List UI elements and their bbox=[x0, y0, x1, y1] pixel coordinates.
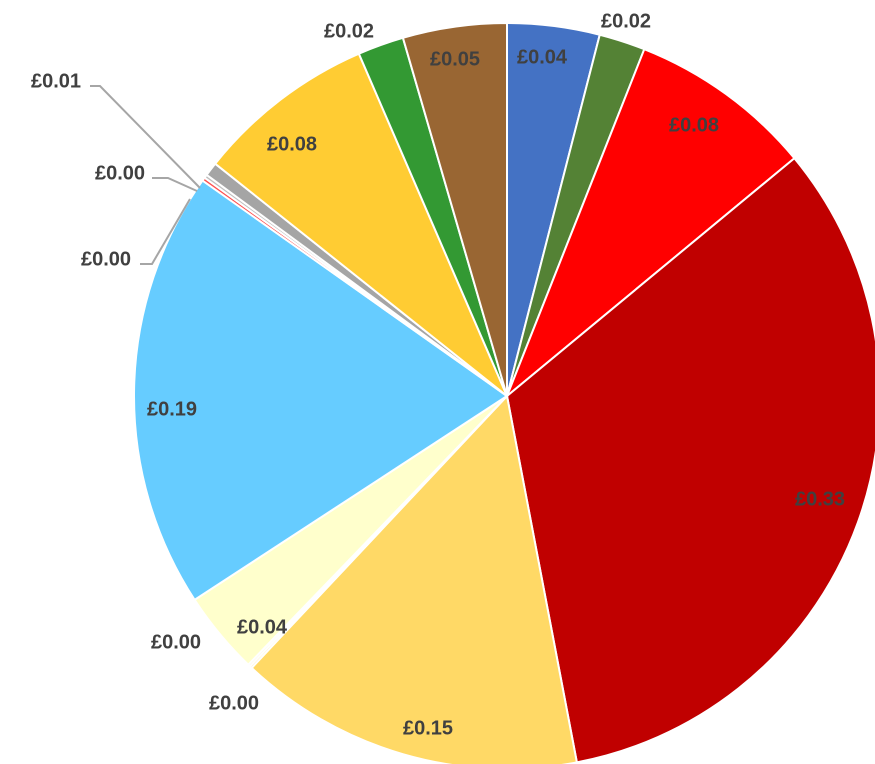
data-label: £0.08 bbox=[669, 114, 719, 136]
pie-slice bbox=[506, 47, 796, 397]
data-label: £0.04 bbox=[237, 616, 288, 638]
pie-slice bbox=[250, 393, 579, 764]
data-label: £0.00 bbox=[209, 692, 259, 714]
data-label: £0.02 bbox=[601, 10, 651, 32]
pie-slice bbox=[401, 21, 508, 397]
pie-slice bbox=[213, 52, 508, 397]
data-labels: £0.04 £0.02 £0.08 £0.33 £0.15 £0.00 £0.00 £0.04… bbox=[31, 10, 845, 739]
pie-slices bbox=[133, 21, 875, 764]
data-label: £0.15 bbox=[403, 717, 453, 739]
data-label: £0.08 bbox=[267, 133, 317, 155]
leader-lines bbox=[90, 85, 201, 265]
data-label: £0.02 bbox=[324, 20, 374, 42]
data-label: £0.33 bbox=[795, 488, 845, 510]
data-label: £0.00 bbox=[151, 631, 201, 653]
data-label: £0.00 bbox=[81, 248, 131, 270]
data-label: £0.00 bbox=[95, 162, 145, 184]
leader-line bbox=[90, 85, 201, 189]
leader-line bbox=[152, 177, 198, 192]
data-label: £0.01 bbox=[31, 70, 81, 92]
pie-slice bbox=[505, 156, 875, 764]
data-label: £0.19 bbox=[147, 398, 197, 420]
leader-line bbox=[140, 198, 191, 265]
data-label: £0.04 bbox=[517, 46, 568, 68]
data-label: £0.05 bbox=[430, 48, 480, 70]
